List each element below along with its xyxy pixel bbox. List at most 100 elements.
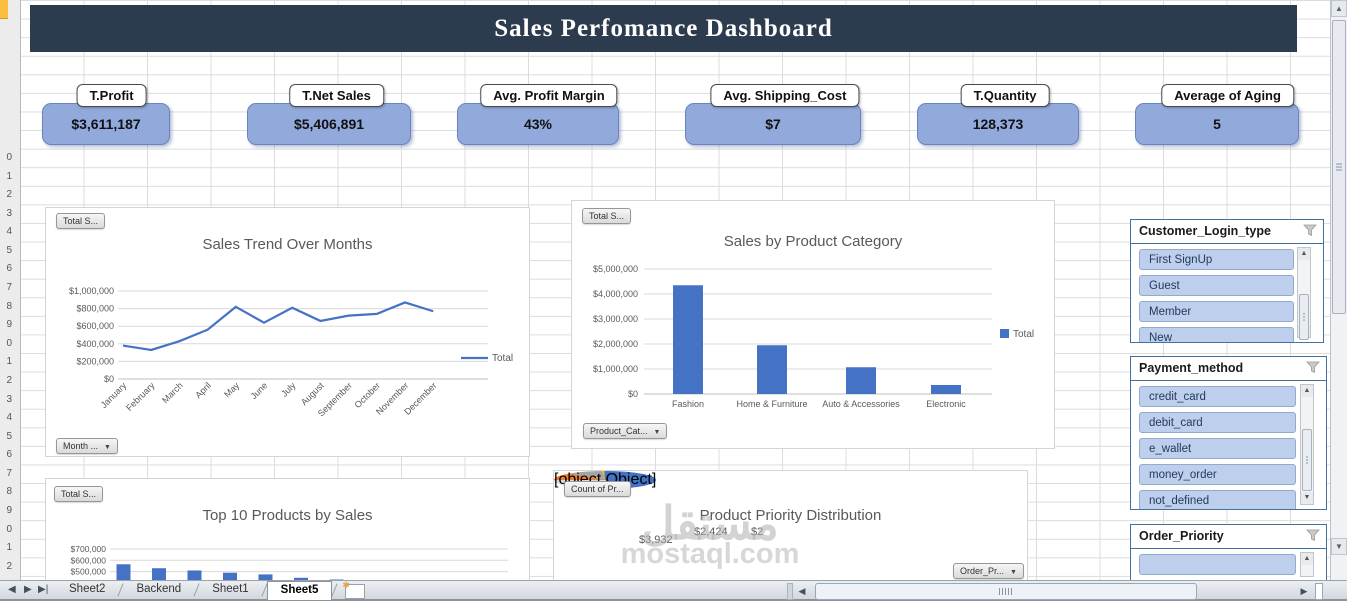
slicer-item[interactable]: credit_card [1139,386,1296,407]
slicer-header: Payment_method [1131,357,1326,381]
sheet-tab-sheet2[interactable]: Sheet2 [69,583,106,595]
slicer-item[interactable]: Guest [1139,275,1294,296]
scroll-up-button[interactable]: ▲ [1331,0,1347,17]
y-axis-tick: $5,000,000 [593,264,638,274]
chevron-down-icon: ▼ [653,429,661,436]
slicer-scrollbar[interactable]: ▲▼ [1297,247,1311,340]
row-header: 1 [6,170,12,182]
row-header: 8 [6,300,12,312]
bar-chart-canvas: $0 $1,000,000 $2,000,000 $3,000,000 $4,000,0… [593,264,1034,409]
row-header: 6 [6,449,12,461]
bar [673,285,703,394]
kpi-card: Average of Aging 5 [1135,84,1299,146]
row-header: 0 [6,152,12,163]
slicer-item[interactable]: First SignUp [1139,249,1294,270]
dashboard-title-banner: Sales Perfomance Dashboard [30,5,1297,52]
x-axis-label: Auto & Accessories [822,399,900,409]
slicer-item[interactable]: e_wallet [1139,438,1296,459]
pivot-value-field-button[interactable]: Total S... [582,208,632,224]
x-axis-label: Fashion [672,399,704,409]
y-axis-tick: $1,000,000 [69,286,114,296]
clear-filter-button[interactable] [1306,529,1320,547]
slicer-scrollbar[interactable]: ▲▼ [1300,384,1314,505]
sheet-tab-backend[interactable]: Backend [136,583,182,595]
pivot-value-field-button[interactable]: Total S... [56,213,106,229]
row-header: 2 [6,189,12,201]
kpi-value: 128,373 [917,103,1079,145]
top10-chart-canvas: $700,000$600,000 $500,000 [71,544,508,581]
pie-data-label: $2,424 [694,526,728,538]
sales-trend-chart: Total S... Sales Trend Over Months Month… [45,207,530,457]
pivot-value-field-button[interactable]: Count of Pr... [564,481,631,497]
row-header-column: 0 1 2 3 4 5 6 7 8 9 0 1 2 3 4 5 6 7 8 9 0 1 2 [0,0,21,580]
slicer-item[interactable]: money_order [1139,464,1296,485]
order-priority-field-dropdown[interactable]: Order_Pr... ▼ [953,563,1024,579]
slicer-item[interactable]: debit_card [1139,412,1296,433]
slicer-item[interactable]: Member [1139,301,1294,322]
kpi-value: 5 [1135,103,1299,145]
hscroll-right-button[interactable]: ▶ [1300,586,1308,596]
category-field-label: Product_Cat... [590,426,648,436]
page-title: Sales Perfomance Dashboard [494,14,833,42]
tab-separator [331,583,338,597]
slicer-scroll-up[interactable]: ▲ [1301,553,1313,565]
kpi-label: T.Net Sales [289,84,384,107]
legend-label: Total [492,353,513,364]
slicer-title: Customer_Login_type [1139,224,1271,238]
slicer-item[interactable] [1139,554,1296,575]
row-header: 5 [6,430,12,442]
sheet-tab-sheet1[interactable]: Sheet1 [212,583,249,595]
clear-filter-funnel-icon[interactable] [1306,361,1320,374]
kpi-card: T.Profit $3,611,187 [42,84,170,146]
bar [223,572,237,581]
horizontal-scroll-thumb[interactable] [815,583,1197,600]
slicer-title: Payment_method [1139,361,1244,375]
slicer-scroll-up[interactable]: ▲ [1298,248,1310,260]
month-field-dropdown[interactable]: Month ... ▼ [56,438,118,454]
slicer-item[interactable]: New [1139,327,1294,342]
slicer-scroll-thumb[interactable] [1302,429,1312,491]
pivot-value-field-button[interactable]: Total S... [54,486,104,502]
slicer-scrollbar[interactable]: ▲ [1300,552,1314,577]
x-axis-label: August [299,380,326,407]
clear-filter-funnel-icon[interactable] [1306,529,1320,542]
clear-filter-button[interactable] [1306,361,1320,379]
hscroll-left-button[interactable]: ◀ [798,586,806,596]
first-sheet-button[interactable]: ◀ [8,584,16,595]
x-axis-label: Electronic [926,399,966,409]
row-header: 7 [6,467,12,479]
x-axis-label: May [222,380,241,399]
vertical-scroll-thumb[interactable] [1332,20,1346,314]
highlighted-cell [0,0,8,19]
y-axis-tick: $4,000,000 [593,289,638,299]
chart-title: Product Priority Distribution [699,507,882,524]
scroll-down-button[interactable]: ▼ [1331,538,1347,555]
new-sheet-button[interactable]: ✱ [342,580,366,599]
kpi-card: T.Quantity 128,373 [917,84,1079,146]
slicer-scroll-thumb[interactable] [1299,294,1309,340]
y-axis-tick: $2,000,000 [593,339,638,349]
bar [258,574,273,581]
slicer-scroll-down[interactable]: ▼ [1301,492,1313,504]
row-header: 2 [6,560,12,572]
row-header: 1 [6,542,12,554]
horizontal-split-handle[interactable] [1315,583,1323,600]
kpi-label: T.Quantity [960,84,1050,107]
kpi-card: Avg. Profit Margin 43% [457,84,619,146]
bar [757,345,787,394]
sheet-tab-sheet5[interactable]: Sheet5 [266,581,333,600]
row-header: 5 [6,244,12,256]
slicer-scroll-up[interactable]: ▲ [1301,385,1313,397]
product-priority-pie-chart: Count of Pr... Product Priority Distribu… [553,470,1028,581]
tab-scroll-splitter[interactable] [787,583,793,600]
last-sheet-button[interactable]: ▶| [38,584,49,595]
next-sheet-button[interactable]: ▶ [24,584,32,595]
chart-title: Sales by Product Category [723,233,903,250]
vertical-scrollbar[interactable]: ▲ ▼ [1330,0,1347,580]
clear-filter-button[interactable] [1303,224,1317,242]
kpi-value: $3,611,187 [42,103,170,145]
y-axis-tick: $3,000,000 [593,314,638,324]
clear-filter-funnel-icon[interactable] [1303,224,1317,237]
category-field-dropdown[interactable]: Product_Cat... ▼ [583,423,668,439]
slicer-item[interactable]: not_defined [1139,490,1296,509]
